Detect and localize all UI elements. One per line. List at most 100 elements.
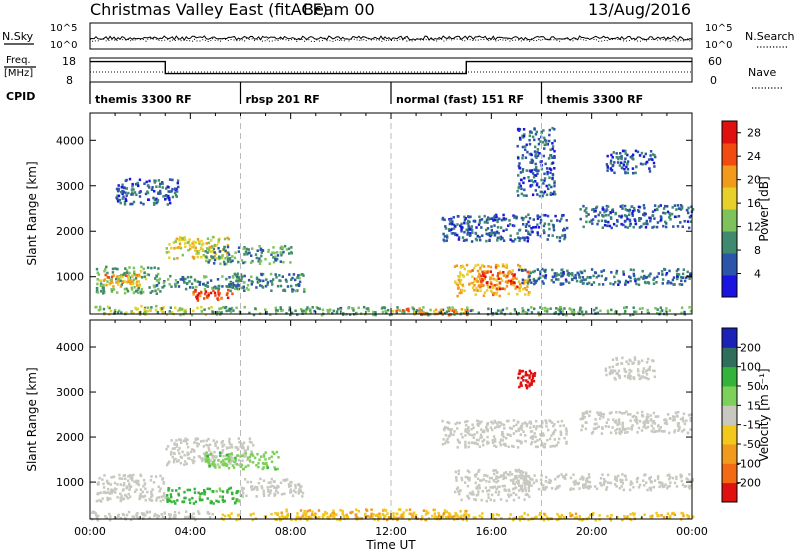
velocity-cell (554, 477, 557, 481)
velocity-cell (630, 369, 633, 373)
power-cell (595, 306, 598, 310)
power-cell (525, 288, 528, 292)
colorbar-swatch (722, 231, 737, 254)
power-cell (477, 223, 481, 226)
power-cell (585, 214, 588, 218)
velocity-cell (279, 481, 283, 485)
power-cell (504, 280, 508, 283)
velocity-cell (275, 450, 279, 454)
power-cell (519, 171, 523, 174)
velocity-cell (464, 443, 467, 447)
power-cell (498, 217, 501, 221)
power-cell (167, 250, 171, 254)
power-cell (542, 224, 546, 228)
power-cell (517, 268, 521, 272)
velocity-cell (177, 459, 180, 462)
power-cell (517, 236, 520, 239)
velocity-cell (208, 516, 212, 519)
velocity-cell (562, 516, 566, 519)
velocity-cell (539, 433, 542, 436)
velocity-cell (135, 481, 138, 485)
power-cell (269, 313, 272, 316)
power-cell (620, 222, 623, 226)
power-cell (278, 279, 281, 282)
velocity-cell (517, 468, 521, 472)
power-cell (155, 292, 158, 295)
velocity-cell (175, 445, 179, 448)
velocity-cell (595, 426, 598, 430)
velocity-cell (349, 511, 352, 515)
velocity-cell (622, 488, 625, 492)
velocity-cell (230, 491, 234, 495)
velocity-cell (545, 425, 548, 428)
velocity-cell (467, 445, 470, 449)
power-cell (96, 271, 99, 275)
power-cell (153, 198, 156, 201)
velocity-cell (657, 424, 660, 427)
velocity-cell (524, 439, 527, 443)
velocity-cell (169, 513, 172, 517)
velocity-cell (495, 487, 498, 491)
velocity-cell (138, 497, 141, 501)
velocity-cell (456, 421, 459, 425)
velocity-cell (588, 481, 592, 484)
power-cell (533, 269, 536, 273)
power-cell (199, 294, 202, 298)
power-cell (642, 277, 645, 280)
velocity-cell (98, 476, 101, 480)
power-cell (644, 281, 647, 285)
velocity-cell (148, 510, 152, 514)
power-cell (132, 278, 135, 282)
velocity-cell (673, 415, 676, 419)
power-cell (657, 205, 660, 208)
velocity-cell (453, 515, 456, 518)
velocity-cell (100, 500, 103, 503)
velocity-cell (691, 515, 695, 519)
velocity-cell (266, 466, 269, 470)
power-cell (632, 171, 635, 175)
power-cell (668, 269, 671, 273)
power-cell (229, 289, 232, 293)
power-cell (447, 309, 451, 313)
velocity-cell (214, 444, 217, 448)
power-cell (252, 313, 256, 317)
velocity-cell (688, 479, 692, 483)
velocity-cell (508, 426, 512, 430)
velocity-cell (197, 510, 200, 513)
power-cell (528, 224, 531, 228)
velocity-cell (110, 488, 113, 491)
velocity-cell (294, 490, 297, 494)
power-cell (99, 308, 102, 311)
velocity-cell (588, 414, 591, 417)
power-cell (256, 249, 259, 252)
velocity-cell (172, 516, 175, 520)
velocity-cell (607, 418, 610, 421)
power-cell (366, 307, 369, 310)
power-cell (422, 306, 425, 309)
power-cell (521, 281, 524, 285)
power-cell (530, 183, 534, 187)
power-cell (221, 256, 224, 260)
power-cell (103, 269, 106, 273)
velocity-cell (618, 427, 622, 431)
power-cell (624, 157, 627, 160)
velocity-cell (646, 488, 649, 492)
power-cell (103, 278, 107, 281)
velocity-cell (614, 378, 617, 381)
velocity-cell (478, 468, 481, 472)
velocity-cell (486, 429, 489, 433)
power-cell (212, 310, 215, 314)
power-cell (250, 283, 253, 286)
power-cell (167, 278, 170, 281)
power-cell (240, 277, 243, 280)
power-cell (177, 285, 181, 288)
velocity-cell (663, 421, 667, 425)
power-cell (633, 310, 636, 313)
power-cell (165, 187, 168, 190)
velocity-cell (103, 474, 106, 477)
velocity-cell (181, 450, 184, 454)
velocity-cell (118, 473, 121, 477)
power-cell (486, 216, 490, 219)
power-cell (211, 246, 214, 249)
power-cell (446, 306, 450, 310)
